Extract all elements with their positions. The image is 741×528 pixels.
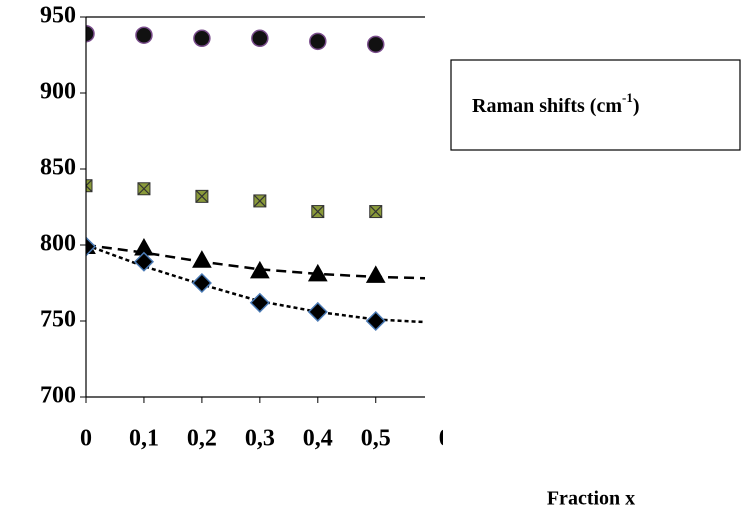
- point-cross: [253, 194, 267, 208]
- legend-title-end: ): [633, 95, 640, 117]
- point: [369, 205, 383, 219]
- point-cross: [369, 205, 383, 218]
- point-cross: [195, 189, 209, 203]
- y-tick-label: 800: [40, 231, 76, 257]
- point: [191, 272, 212, 294]
- x-tick-label: 0,2: [187, 426, 217, 452]
- point: [195, 189, 209, 203]
- point-cross: [137, 182, 151, 196]
- point-square: [86, 179, 93, 193]
- point: [86, 236, 97, 257]
- point: [365, 265, 386, 283]
- y-tick-label: 850: [40, 155, 76, 181]
- point: [249, 260, 270, 279]
- legend-title-text: Raman shifts (cm: [472, 95, 622, 117]
- y-tick-label: 750: [40, 307, 76, 333]
- point: [135, 26, 153, 44]
- y-tick-label: 700: [40, 383, 76, 409]
- y-tick-label: 950: [40, 3, 76, 29]
- legend-box: [450, 59, 741, 151]
- y-tick-label: 900: [40, 79, 76, 105]
- x-tick-label: 0,5: [361, 426, 391, 452]
- point: [192, 250, 212, 268]
- x-tick-label: 0,6: [439, 426, 469, 452]
- point-cross: [86, 179, 93, 193]
- point: [311, 205, 325, 219]
- point-cross: [311, 205, 325, 218]
- point: [307, 301, 328, 322]
- x-tick-label: 0,3: [245, 426, 275, 452]
- point: [193, 29, 211, 48]
- point: [365, 310, 386, 332]
- point: [133, 251, 155, 272]
- x-tick-label: 0,1: [129, 426, 159, 452]
- point: [253, 194, 267, 208]
- point: [86, 24, 95, 43]
- plot-area: [86, 24, 425, 332]
- x-tick-labels: 0 0,1 0,2 0,3 0,4 0,5 0,6: [80, 426, 469, 452]
- x-axis-label: Fraction x: [547, 488, 635, 510]
- point: [249, 292, 270, 313]
- x-tick-label: 0,4: [303, 426, 333, 452]
- x-tick-label: 0: [80, 426, 92, 452]
- point: [309, 32, 327, 51]
- point: [251, 29, 269, 48]
- point: [307, 263, 328, 282]
- legend-title-sup: -1: [622, 90, 633, 105]
- point: [366, 35, 385, 54]
- point: [86, 179, 93, 193]
- point: [137, 182, 151, 196]
- legend-title: Raman shifts (cm-1): [472, 90, 640, 117]
